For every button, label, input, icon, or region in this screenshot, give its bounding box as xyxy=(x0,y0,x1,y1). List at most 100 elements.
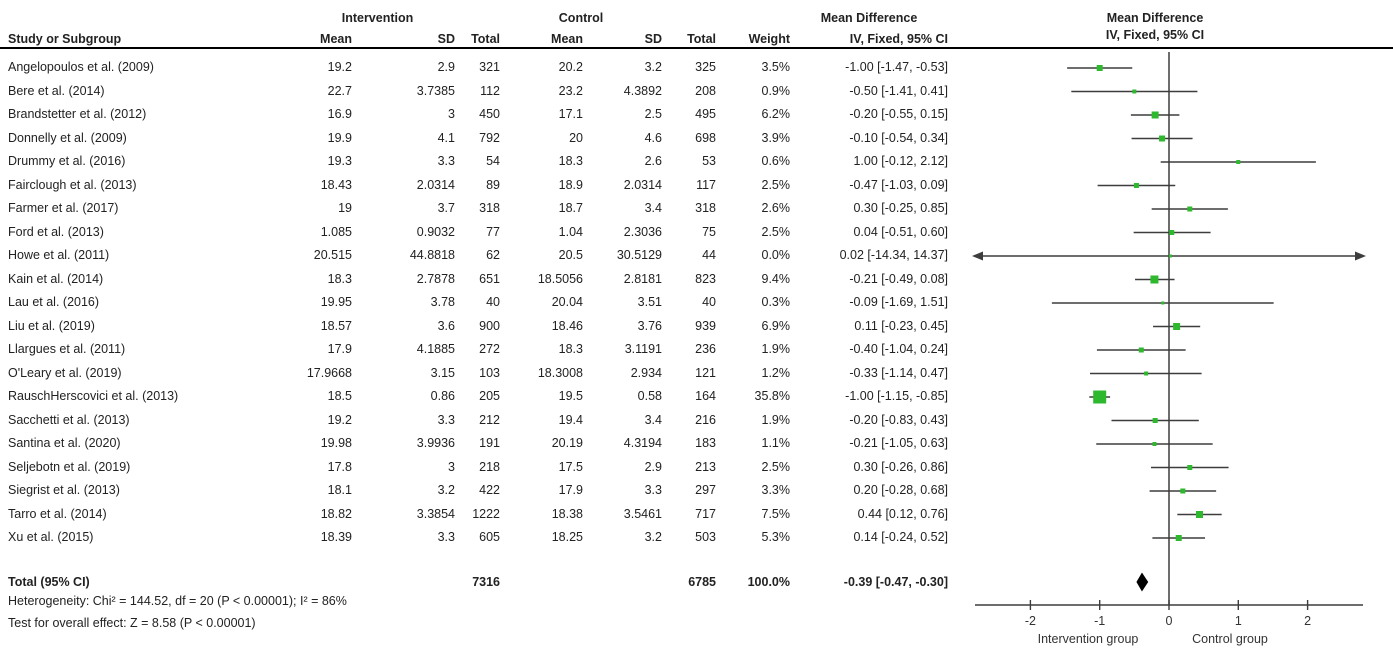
study-weight: 0.3% xyxy=(761,295,791,309)
study-name: Sacchetti et al. (2013) xyxy=(8,412,130,427)
intervention-mean: 18.82 xyxy=(320,506,352,521)
control-sd: 3.4 xyxy=(644,201,662,215)
control-mean: 18.38 xyxy=(551,506,583,521)
control-mean: 20 xyxy=(569,130,583,145)
study-name: Liu et al. (2019) xyxy=(8,318,95,333)
intervention-total: 450 xyxy=(479,107,500,121)
intervention-total: 205 xyxy=(479,389,500,403)
study-row: Howe et al. (2011) 20.515 44.8818 62 20.5 30.… xyxy=(0,244,948,268)
intervention-sd: 3.6 xyxy=(437,318,455,333)
intervention-sd: 3.3854 xyxy=(416,506,455,521)
control-total: 823 xyxy=(695,271,716,286)
control-mean: 20.2 xyxy=(558,60,583,74)
study-ci: -0.33 [-1.14, 0.47] xyxy=(849,365,948,380)
intervention-sd: 0.86 xyxy=(430,389,455,403)
study-name: Angelopoulos et al. (2009) xyxy=(8,60,154,74)
control-total: 503 xyxy=(695,530,716,544)
intervention-total: 272 xyxy=(479,342,500,356)
effect-square xyxy=(1173,323,1181,330)
study-weight: 7.5% xyxy=(761,506,791,521)
control-total-header: Total xyxy=(687,32,716,46)
control-mean: 20.19 xyxy=(551,436,583,450)
study-row: Lau et al. (2016) 19.95 3.78 40 20.04 3.51 40 0… xyxy=(0,291,948,315)
effect-square xyxy=(1168,254,1172,258)
study-weight: 3.5% xyxy=(761,60,791,74)
control-total: 117 xyxy=(696,177,716,192)
control-sd: 0.58 xyxy=(637,389,662,403)
intervention-total-header: Total xyxy=(471,32,500,46)
effect-square xyxy=(1144,371,1149,376)
ci-arrow-left xyxy=(972,251,983,261)
control-sd: 2.934 xyxy=(630,365,662,380)
study-weight: 3.3% xyxy=(761,483,791,497)
study-name: Siegrist et al. (2013) xyxy=(8,483,120,497)
control-total: 318 xyxy=(695,201,716,215)
intervention-sd: 3.78 xyxy=(430,295,455,309)
header-divider-line xyxy=(0,47,1393,49)
study-weight: 3.9% xyxy=(761,130,791,145)
study-row: Farmer et al. (2017) 19 3.7 318 18.7 3.4 318 2.… xyxy=(0,197,948,221)
control-sd: 3.2 xyxy=(644,530,662,544)
intervention-sd-header: SD xyxy=(437,32,455,46)
control-mean: 19.5 xyxy=(558,389,583,403)
study-ci: 0.30 [-0.26, 0.86] xyxy=(853,459,948,474)
study-row: Bere et al. (2014) 22.7 3.7385 112 23.2 4.389… xyxy=(0,80,948,104)
control-mean: 18.9 xyxy=(558,177,583,192)
study-ci: 0.14 [-0.24, 0.52] xyxy=(853,530,948,544)
control-mean: 18.46 xyxy=(551,318,583,333)
axis-label-control-group: Control group xyxy=(1192,632,1268,646)
intervention-mean: 18.5 xyxy=(327,389,352,403)
intervention-mean: 18.57 xyxy=(320,318,352,333)
intervention-sd: 2.0314 xyxy=(416,177,455,192)
study-weight: 2.5% xyxy=(761,224,791,239)
intervention-sd: 2.7878 xyxy=(416,271,455,286)
control-mean: 17.5 xyxy=(558,459,583,474)
control-total: 53 xyxy=(702,154,716,168)
overall-effect-test: Test for overall effect: Z = 8.58 (P < 0… xyxy=(8,616,256,630)
effect-square xyxy=(1236,160,1241,164)
ci-method-header-plot-col: IV, Fixed, 95% CI xyxy=(1105,28,1205,42)
intervention-total: 318 xyxy=(479,201,500,215)
study-ci: 0.30 [-0.25, 0.85] xyxy=(853,201,948,215)
study-row: Seljebotn et al. (2019) 17.8 3 218 17.5 2.9 21… xyxy=(0,456,948,480)
total-row: Total (95% CI) 7316 6785 100.0% -0.39 [-… xyxy=(0,570,948,594)
axis-tick-label: 0 xyxy=(1166,614,1173,628)
control-mean: 1.04 xyxy=(558,224,583,239)
study-weight: 2.6% xyxy=(761,201,791,215)
study-name: Fairclough et al. (2013) xyxy=(8,177,137,192)
study-name: O'Leary et al. (2019) xyxy=(8,365,122,380)
control-total: 213 xyxy=(695,459,716,474)
control-mean: 19.4 xyxy=(558,412,583,427)
intervention-mean: 16.9 xyxy=(327,107,352,121)
control-mean: 20.04 xyxy=(551,295,583,309)
axis-tick-label: -1 xyxy=(1094,614,1105,628)
column-header-row: Study or Subgroup Mean SD Total Mean SD … xyxy=(0,28,948,52)
intervention-mean: 18.1 xyxy=(327,483,352,497)
effect-square xyxy=(1152,442,1157,446)
effect-square xyxy=(1159,135,1166,142)
study-name: Brandstetter et al. (2012) xyxy=(8,107,147,121)
study-row: Tarro et al. (2014) 18.82 3.3854 1222 18.38 3… xyxy=(0,503,948,527)
effect-square xyxy=(1150,275,1159,284)
intervention-total: 77 xyxy=(486,224,500,239)
study-row: Drummy et al. (2016) 19.3 3.3 54 18.3 2.6 53 0.… xyxy=(0,150,948,174)
control-sd: 4.6 xyxy=(644,130,662,145)
intervention-mean-header: Mean xyxy=(320,32,352,46)
intervention-total: 40 xyxy=(486,295,500,309)
intervention-sd: 3.9936 xyxy=(416,436,455,450)
control-sd: 3.1191 xyxy=(624,342,662,356)
study-ci: 0.20 [-0.28, 0.68] xyxy=(853,483,948,497)
effect-square xyxy=(1151,111,1159,119)
study-row: Kain et al. (2014) 18.3 2.7878 651 18.5056 2.… xyxy=(0,268,948,292)
control-sd: 3.51 xyxy=(637,295,662,309)
study-row: Brandstetter et al. (2012) 16.9 3 450 17.1 2.… xyxy=(0,103,948,127)
control-sd-header: SD xyxy=(644,32,662,46)
axis-tick-label: -2 xyxy=(1025,614,1036,628)
study-weight: 1.9% xyxy=(761,342,791,356)
intervention-mean: 19 xyxy=(338,201,352,215)
intervention-sd: 44.8818 xyxy=(409,248,455,262)
total-weight: 100.0% xyxy=(747,575,790,589)
control-sd: 4.3194 xyxy=(623,436,662,450)
intervention-mean: 17.9 xyxy=(327,342,352,356)
study-row: Sacchetti et al. (2013) 19.2 3.3 212 19.4 3.4… xyxy=(0,409,948,433)
